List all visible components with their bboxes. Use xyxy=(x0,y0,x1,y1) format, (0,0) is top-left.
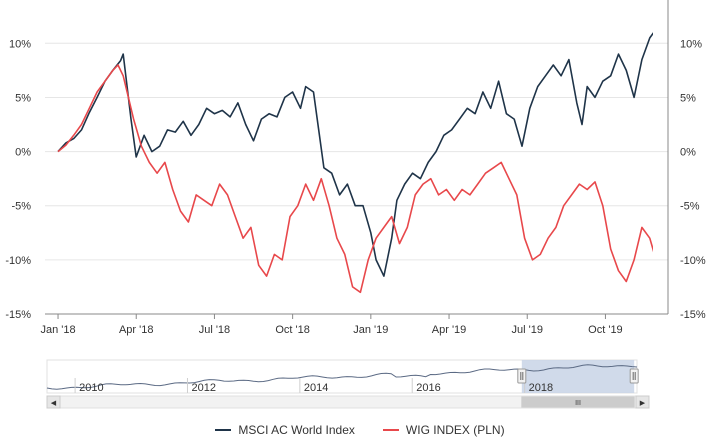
navigator[interactable]: 2010 2012 2014 2016 2018 xyxy=(46,359,639,394)
x-tick-label: Oct '19 xyxy=(588,324,623,336)
y-tick-label-left: 0% xyxy=(15,147,31,159)
series-line-msci xyxy=(57,32,653,277)
y-tick-label-left: 10% xyxy=(9,38,31,50)
y-tick-label-right: -5% xyxy=(680,201,700,213)
y-axis-left: 10% 5% 0% -5% -10% -15% xyxy=(5,38,31,321)
x-tick-label: Jul '18 xyxy=(199,324,230,336)
x-axis: Jan '18 Apr '18 Jul '18 Oct '18 Jan '19 Apr '… xyxy=(40,314,623,336)
legend-item-wig[interactable]: WIG INDEX (PLN) xyxy=(382,423,505,437)
y-tick-label-right: -15% xyxy=(680,309,706,321)
legend-label-msci: MSCI AC World Index xyxy=(238,423,355,437)
navigator-trend-line xyxy=(46,364,638,390)
y-tick-label-left: 5% xyxy=(15,92,31,104)
y-tick-label-right: 0% xyxy=(680,147,696,159)
scrollbar-left-button[interactable] xyxy=(46,395,61,409)
y-tick-label-left: -10% xyxy=(5,255,31,267)
legend-swatch-wig xyxy=(382,429,399,431)
y-tick-label-right: 5% xyxy=(680,92,696,104)
x-tick-label: Jan '18 xyxy=(40,324,75,336)
scrollbar-left-arrow-icon: ◀ xyxy=(51,400,57,407)
navigator-year-label: 2016 xyxy=(416,382,440,394)
plot-area xyxy=(57,32,653,294)
series-line-wig xyxy=(57,64,653,294)
navigator-year-label: 2014 xyxy=(304,382,328,394)
scrollbar-grip-icon: III xyxy=(575,400,581,407)
legend-item-msci[interactable]: MSCI AC World Index xyxy=(215,423,355,437)
x-tick-label: Apr '18 xyxy=(119,324,154,336)
y-tick-label-right: 10% xyxy=(680,38,702,50)
y-tick-label-left: -15% xyxy=(5,309,31,321)
navigator-selection xyxy=(521,360,635,393)
navigator-year-label: 2012 xyxy=(191,382,215,394)
navigator-year-label: 2010 xyxy=(79,382,103,394)
navigator-year-label: 2018 xyxy=(529,382,553,394)
scrollbar[interactable]: ◀ ▶ III xyxy=(46,395,650,409)
x-tick-label: Jan '19 xyxy=(353,324,388,336)
scrollbar-thumb[interactable] xyxy=(521,396,635,408)
navigator-right-handle[interactable] xyxy=(629,368,639,384)
y-tick-label-left: -5% xyxy=(11,201,31,213)
legend: MSCI AC World Index WIG INDEX (PLN) xyxy=(0,420,720,440)
x-tick-label: Apr '19 xyxy=(432,324,467,336)
legend-swatch-msci xyxy=(215,429,232,431)
scrollbar-right-arrow-icon: ▶ xyxy=(640,400,646,407)
grid-lines xyxy=(45,42,668,315)
legend-label-wig: WIG INDEX (PLN) xyxy=(405,423,505,437)
scrollbar-right-button[interactable] xyxy=(635,395,650,409)
x-tick-label: Oct '18 xyxy=(275,324,310,336)
y-tick-label-right: -10% xyxy=(680,255,706,267)
navigator-left-handle[interactable] xyxy=(517,368,527,384)
y-axis-right: 10% 5% 0% -5% -10% -15% xyxy=(680,38,706,321)
x-tick-label: Jul '19 xyxy=(512,324,543,336)
